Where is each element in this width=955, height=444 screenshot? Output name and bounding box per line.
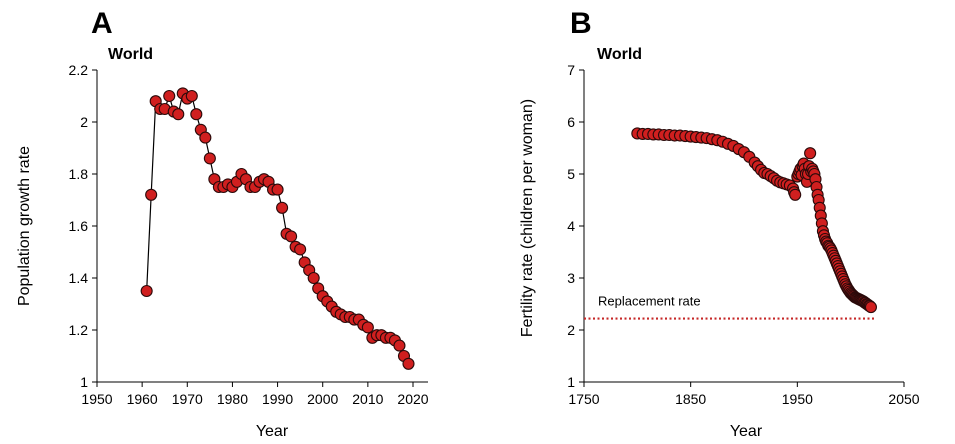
panel-a-data-point xyxy=(172,108,185,121)
panel-a-data-point xyxy=(185,89,198,103)
panel-a-data-point xyxy=(307,271,320,285)
panel-a-data-point xyxy=(271,183,284,196)
panel-a-data-point xyxy=(145,188,158,201)
panel-a-ticks: 1950 1960 1970 1980 1990 2000 2010 2020 1 1.2 1.4 1… xyxy=(69,62,429,407)
panel-label-b: B xyxy=(570,7,592,40)
panel-a-data-point xyxy=(163,89,176,103)
panel-b-y-tick-label: 6 xyxy=(567,114,575,130)
panel-b-data-point xyxy=(804,147,817,160)
panel-b-x-tick-label: 2050 xyxy=(888,391,919,407)
panel-a-data-point xyxy=(285,230,298,243)
panel-a-data-point xyxy=(294,243,307,256)
panel-a-data-point xyxy=(393,339,406,352)
panel-b-data-point xyxy=(789,188,802,201)
panel-a-y-tick-label: 2 xyxy=(80,114,88,130)
panel-a-x-tick-label: 1980 xyxy=(217,391,248,407)
panel-a-title: World xyxy=(108,46,153,63)
panel-a-y-tick-label: 1.2 xyxy=(69,322,89,338)
panel-a-x-tick-label: 1990 xyxy=(262,391,293,407)
panel-a-x-tick-label: 2000 xyxy=(307,391,338,407)
panel-b-y-tick-label: 2 xyxy=(567,322,575,338)
panel-label-a: A xyxy=(91,7,113,40)
panel-a-data-point xyxy=(402,357,415,370)
panel-a-data-point xyxy=(203,152,216,165)
panel-a-data-point xyxy=(276,201,289,214)
panel-a-y-tick-label: 1.8 xyxy=(69,166,89,182)
panel-b-y-axis-label: Fertility rate (children per woman) xyxy=(519,99,536,337)
panel-b-x-tick-label: 1750 xyxy=(568,391,599,407)
panel-a-x-tick-label: 1970 xyxy=(172,391,203,407)
panel-b-y-tick-label: 3 xyxy=(567,270,575,286)
panel-a-data-point xyxy=(140,284,153,298)
panel-a-y-axis-label: Population growth rate xyxy=(16,146,33,306)
panel-b-x-tick-label: 1850 xyxy=(675,391,706,407)
panel-b-points xyxy=(631,127,877,314)
panel-a-y-tick-label: 2.2 xyxy=(69,62,89,78)
panel-b-y-tick-label: 1 xyxy=(567,374,575,390)
panel-a-x-tick-label: 1950 xyxy=(81,391,112,407)
replacement-rate-label: Replacement rate xyxy=(598,294,701,309)
panel-a-x-tick-label: 1960 xyxy=(127,391,158,407)
panel-b-ticks: 1750 1850 1950 2050 1 2 3 4 5 6 7 xyxy=(567,62,920,407)
panel-a-y-tick-label: 1.4 xyxy=(69,270,89,286)
panel-a-y-tick-label: 1 xyxy=(80,374,88,390)
panel-b-fertility-chart: B World 1750 1850 1950 2050 1 2 3 4 5 6 7 Replacem… xyxy=(519,7,920,440)
panel-b-x-axis-label: Year xyxy=(730,423,763,440)
panel-a-growth-rate-chart: A World 1950 1960 1970 1980 1990 2000 2010 2020… xyxy=(16,7,429,440)
panel-a-points xyxy=(140,87,415,370)
panel-b-y-tick-label: 4 xyxy=(567,218,575,234)
panel-a-data-point xyxy=(361,321,374,334)
panel-b-y-tick-label: 5 xyxy=(567,166,575,182)
panel-b-x-tick-label: 1950 xyxy=(782,391,813,407)
panel-a-x-axis-label: Year xyxy=(256,423,289,440)
panel-b-data-point xyxy=(864,301,877,314)
panel-b-title: World xyxy=(597,46,642,63)
panel-b-y-tick-label: 7 xyxy=(567,62,575,78)
panel-a-x-tick-label: 2020 xyxy=(397,391,428,407)
panel-a-data-point xyxy=(190,108,203,121)
panel-a-y-tick-label: 1.6 xyxy=(69,218,89,234)
panel-a-data-point xyxy=(199,131,212,144)
panel-a-x-tick-label: 2010 xyxy=(352,391,383,407)
